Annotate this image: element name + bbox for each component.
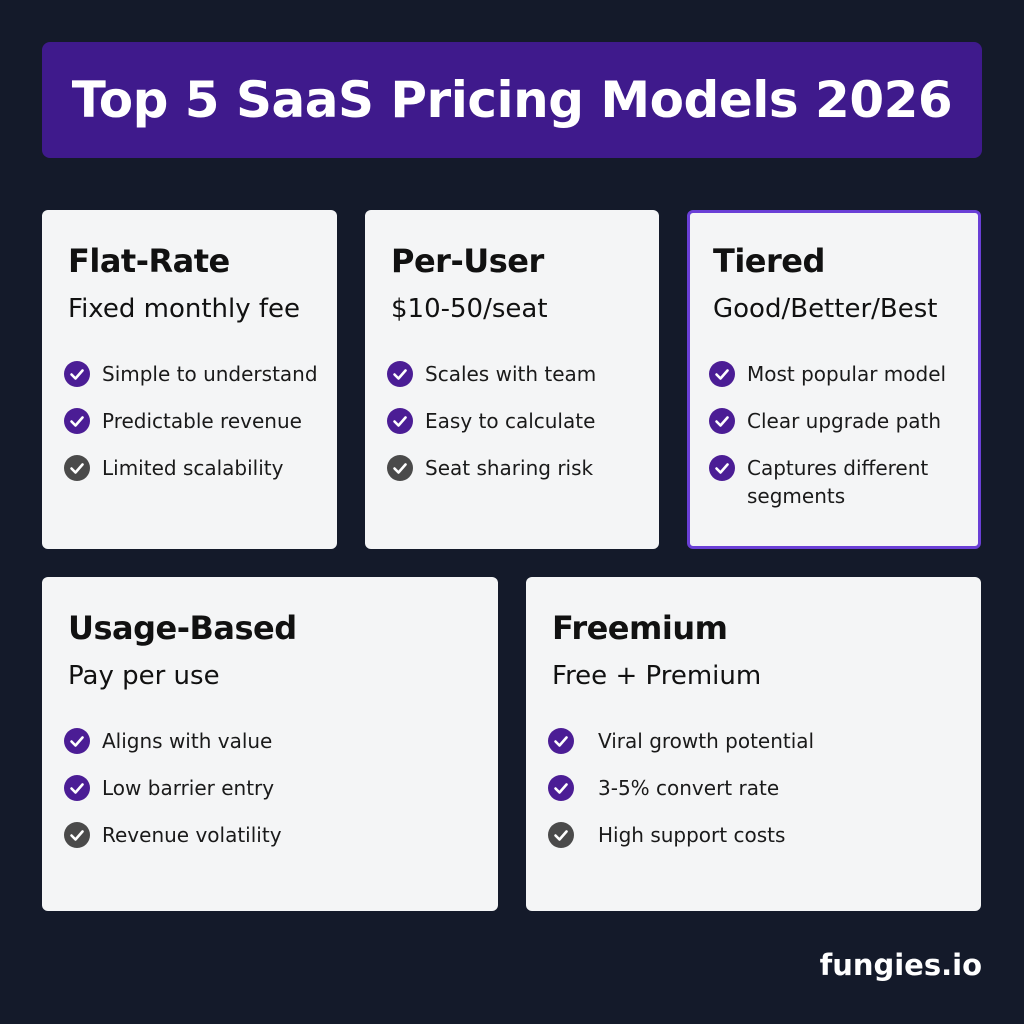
card-subtitle: Fixed monthly fee [68,294,301,324]
point-text: Clear upgrade path [747,409,942,433]
check-circle [64,408,90,434]
point-text: Easy to calculate [425,409,596,433]
check-icon [64,455,90,481]
point-text: High support costs [598,823,786,847]
check-mark [70,736,84,747]
check-circle [709,455,735,481]
check-icon [709,455,735,481]
brand: fungies.io [819,948,982,982]
point: Simple to understand [64,360,319,388]
check-circle [548,728,574,754]
card: Tiered Good/Better/Best Most popular model… [687,210,981,549]
point: Limited scalability [64,454,319,482]
check-mark [715,416,729,427]
point: Predictable revenue [64,407,319,435]
card-name: Freemium [552,609,728,647]
card-name: Flat-Rate [68,242,230,280]
check-circle [548,822,574,848]
point-text: Seat sharing risk [425,456,594,480]
point: High support costs [548,821,963,849]
check-icon [387,455,413,481]
check-mark [70,830,84,841]
point: Low barrier entry [64,774,480,802]
check-circle [64,775,90,801]
card: Flat-Rate Fixed monthly fee Simple to unde… [42,210,337,549]
card-subtitle: $10-50/seat [391,294,548,324]
check-circle [387,408,413,434]
card-subtitle: Pay per use [68,661,220,691]
title-banner: Top 5 SaaS Pricing Models 2026 [42,42,982,158]
card: Freemium Free + Premium Viral growth poten… [526,577,981,911]
check-circle [64,455,90,481]
check-icon [548,775,574,801]
point-text: Revenue volatility [102,823,282,847]
check-icon [64,822,90,848]
check-icon [548,728,574,754]
check-mark [70,416,84,427]
card-name: Usage-Based [68,609,297,647]
check-mark [393,416,407,427]
check-mark [715,369,729,380]
point-text: Low barrier entry [102,776,275,800]
point-text: Predictable revenue [102,409,302,433]
check-icon [387,361,413,387]
point: Aligns with value [64,727,480,755]
check-icon [64,775,90,801]
card-name: Tiered [713,242,825,280]
check-mark [554,783,568,794]
check-circle [64,822,90,848]
check-circle [709,408,735,434]
check-icon [548,822,574,848]
point-text: Aligns with value [102,729,273,753]
point: Clear upgrade path [709,407,963,435]
check-circle [548,775,574,801]
card-subtitle: Good/Better/Best [713,294,938,324]
check-mark [70,783,84,794]
card: Per-User $10-50/seat Scales with team Easy … [365,210,659,549]
check-mark [70,463,84,474]
title: Top 5 SaaS Pricing Models 2026 [71,71,953,129]
point: Revenue volatility [64,821,480,849]
check-mark [393,369,407,380]
check-icon [709,361,735,387]
point: Captures different segments [709,454,963,510]
check-circle [709,361,735,387]
check-icon [64,728,90,754]
card-subtitle: Free + Premium [552,661,762,691]
check-circle [387,455,413,481]
check-mark [393,463,407,474]
check-mark [70,369,84,380]
check-mark [554,736,568,747]
point: Most popular model [709,360,963,388]
card-name: Per-User [391,242,544,280]
point-text: Scales with team [425,362,597,386]
check-mark [715,463,729,474]
check-circle [387,361,413,387]
check-icon [64,361,90,387]
check-circle [64,361,90,387]
point: Viral growth potential [548,727,963,755]
check-mark [554,830,568,841]
check-circle [64,728,90,754]
point-text: Simple to understand [102,362,318,386]
point: 3-5% convert rate [548,774,963,802]
point: Scales with team [387,360,641,388]
point: Seat sharing risk [387,454,641,482]
point-text: Most popular model [747,362,947,386]
point-text: Limited scalability [102,456,284,480]
check-icon [387,408,413,434]
check-icon [64,408,90,434]
card: Usage-Based Pay per use Aligns with value L… [42,577,498,911]
point-text: 3-5% convert rate [598,776,780,800]
check-icon [709,408,735,434]
point-text: Captures different segments [747,456,929,508]
point: Easy to calculate [387,407,641,435]
point-text: Viral growth potential [598,729,815,753]
